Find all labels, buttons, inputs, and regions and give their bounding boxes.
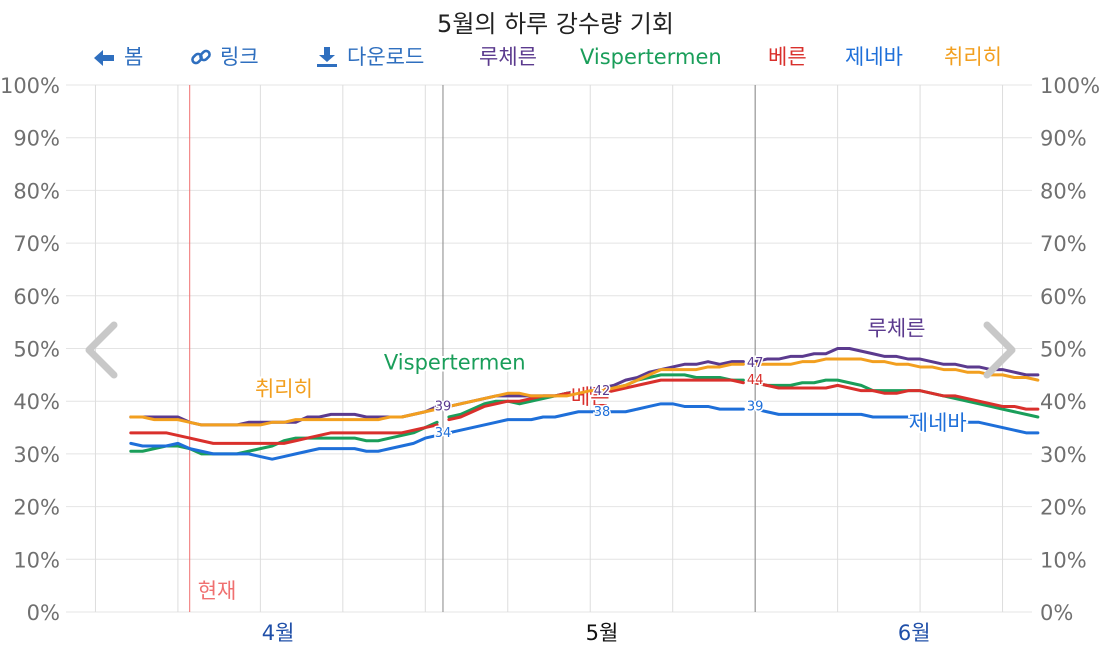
- series-line: [447, 402, 745, 435]
- link-icon: [191, 49, 211, 65]
- download-label: 다운로드: [347, 45, 425, 69]
- chart-title: 5월의 하루 강수량 기회: [437, 10, 674, 38]
- series-line: [129, 423, 439, 445]
- series-line: [447, 378, 745, 422]
- segment-value-label: 39: [435, 400, 452, 415]
- segment-value-label: 47: [747, 356, 764, 371]
- series-name-label: 루체른: [868, 316, 926, 340]
- y-tick-label-right: 0%: [1040, 601, 1073, 625]
- download-icon: [317, 47, 337, 67]
- y-tick-label-left: 20%: [13, 496, 60, 520]
- download-button[interactable]: 다운로드: [315, 40, 424, 74]
- series-line: [753, 378, 1040, 419]
- series-line: [129, 433, 439, 461]
- series-name-label: 취리히: [255, 377, 313, 401]
- back-button[interactable]: 봄: [92, 40, 143, 74]
- now-label: 현재: [198, 579, 237, 603]
- series-line: [753, 407, 1040, 435]
- y-tick-label-left: 70%: [13, 232, 60, 256]
- link-button[interactable]: 링크: [190, 40, 259, 74]
- y-tick-label-right: 80%: [1040, 179, 1087, 203]
- y-tick-label-right: 60%: [1040, 285, 1087, 309]
- y-tick-label-right: 40%: [1040, 390, 1087, 414]
- legend-item-bern[interactable]: 베른: [768, 45, 807, 69]
- segment-value-label: 38: [594, 405, 611, 420]
- series-name-label: 제네바: [909, 411, 967, 435]
- y-tick-label-right: 20%: [1040, 496, 1087, 520]
- series-line: [129, 407, 439, 427]
- y-tick-label-right: 70%: [1040, 232, 1087, 256]
- y-tick-label-right: 100%: [1040, 74, 1100, 98]
- series-line: [129, 420, 439, 456]
- y-tick-label-left: 80%: [13, 179, 60, 203]
- chevron-right-icon[interactable]: [983, 321, 1016, 379]
- y-tick-label-left: 40%: [13, 390, 60, 414]
- segment-value-label: 39: [747, 400, 764, 415]
- segment-value-label: 42: [594, 384, 611, 399]
- y-tick-label-left: 30%: [13, 443, 60, 467]
- y-tick-label-left: 0%: [27, 601, 60, 625]
- series-name-label: Vispertermen: [384, 351, 526, 375]
- segment-value-label: 34: [435, 426, 452, 441]
- chart-toolbar: 봄 링크 다운로드 루체른 Vispertermen 베른 제네바 취리히: [0, 40, 1111, 76]
- y-tick-label-right: 30%: [1040, 443, 1087, 467]
- back-label: 봄: [124, 45, 144, 69]
- y-tick-label-left: 90%: [13, 127, 60, 151]
- y-tick-label-right: 90%: [1040, 127, 1087, 151]
- legend-item-visperterminen[interactable]: Vispertermen: [580, 45, 722, 69]
- y-tick-label-left: 50%: [13, 338, 60, 362]
- arrow-left-icon: [94, 50, 114, 66]
- y-tick-label-right: 10%: [1040, 548, 1087, 572]
- y-tick-label-right: 50%: [1040, 338, 1087, 362]
- segment-value-label: 44: [747, 373, 764, 388]
- series-name-label: 베른: [571, 385, 610, 409]
- legend-item-zurich[interactable]: 취리히: [944, 45, 1002, 69]
- link-label: 링크: [220, 45, 259, 69]
- series-line: [447, 362, 745, 408]
- y-tick-label-left: 60%: [13, 285, 60, 309]
- legend-item-geneva[interactable]: 제네바: [845, 45, 903, 69]
- legend-item-luzern[interactable]: 루체른: [479, 45, 537, 69]
- y-tick-label-left: 100%: [0, 74, 60, 98]
- month-label: 6월: [898, 621, 931, 645]
- series-line: [753, 381, 1040, 411]
- y-tick-label-left: 10%: [13, 548, 60, 572]
- month-label: 4월: [262, 621, 295, 645]
- chevron-left-icon[interactable]: [85, 321, 118, 379]
- month-label: 5월: [586, 621, 619, 645]
